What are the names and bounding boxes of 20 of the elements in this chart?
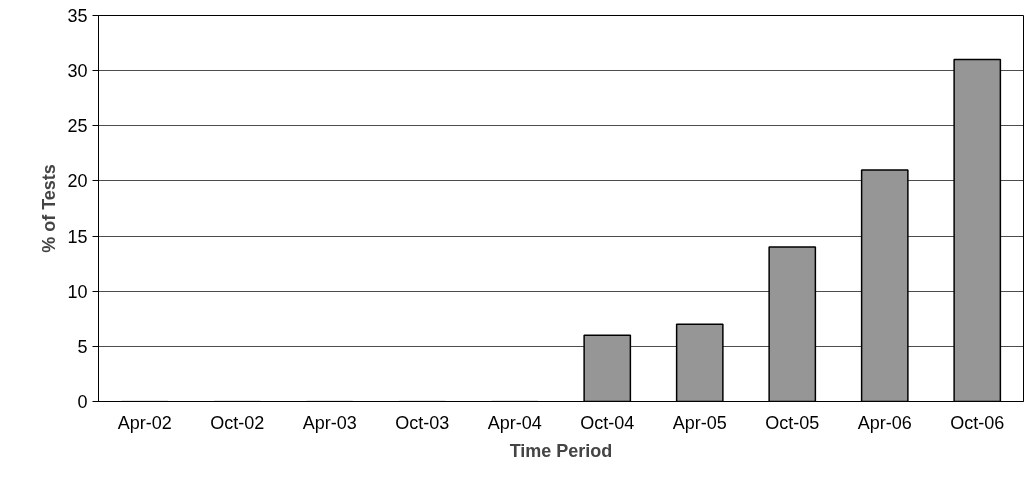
- y-axis-title: % of Tests: [39, 164, 60, 253]
- y-tick-label: 30: [67, 61, 88, 82]
- y-tick-label: 0: [77, 392, 88, 412]
- x-tick-label: Apr-04: [487, 412, 542, 433]
- y-tick-label: 20: [67, 171, 88, 192]
- x-tick-label: Apr-06: [857, 412, 912, 433]
- x-tick-label: Oct-03: [395, 412, 450, 433]
- y-tick-label: 25: [67, 116, 88, 137]
- x-tick-label: Apr-03: [302, 412, 357, 433]
- x-tick-label: Apr-05: [672, 412, 727, 433]
- x-tick-label: Oct-02: [210, 412, 265, 433]
- y-tick-label: 10: [67, 281, 88, 302]
- y-tick-label: 35: [67, 6, 88, 26]
- y-tick-label: 5: [77, 336, 88, 357]
- y-tick-label: 15: [67, 226, 88, 247]
- x-tick-label: Oct-05: [765, 412, 820, 433]
- x-axis-title: Time Period: [509, 440, 613, 461]
- x-tick-label: Oct-06: [950, 412, 1005, 433]
- x-tick-label: Apr-02: [117, 412, 172, 433]
- x-tick-label: Oct-04: [580, 412, 635, 433]
